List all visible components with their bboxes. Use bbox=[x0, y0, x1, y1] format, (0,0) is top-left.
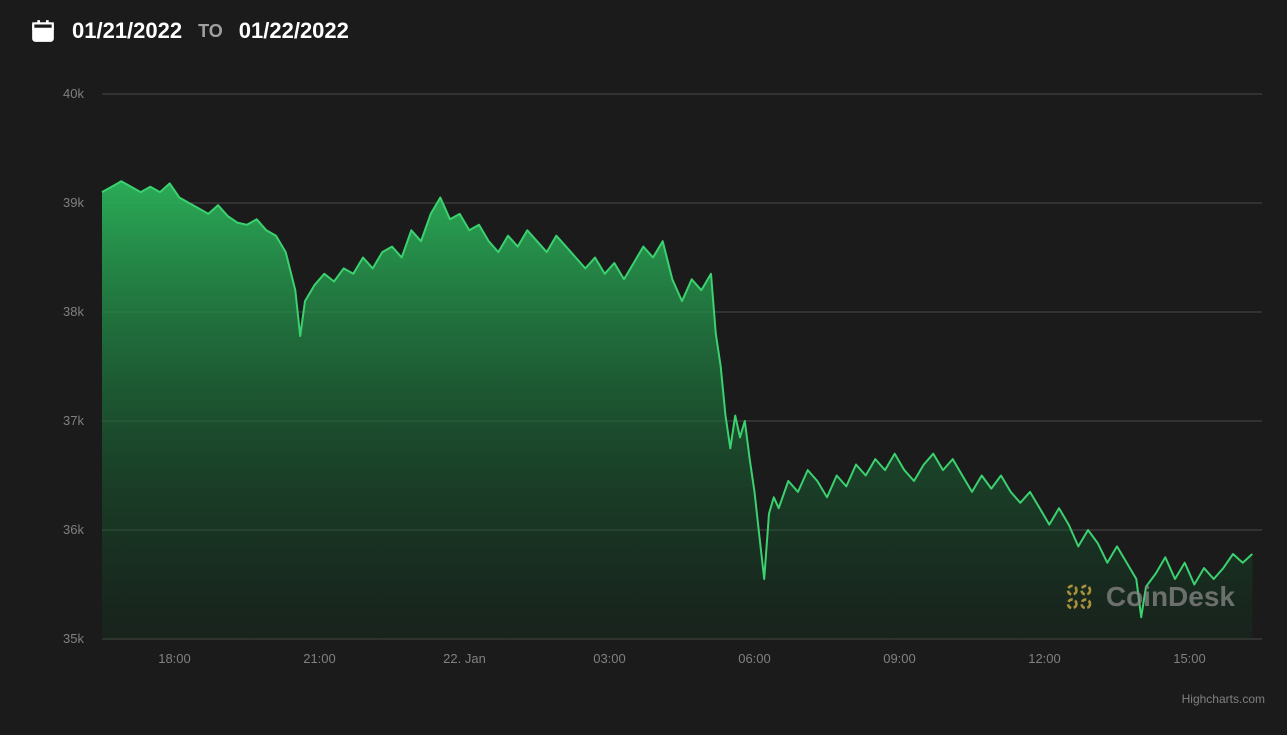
date-start[interactable]: 01/21/2022 bbox=[72, 18, 182, 44]
svg-text:12:00: 12:00 bbox=[1028, 651, 1061, 666]
calendar-icon[interactable] bbox=[30, 18, 56, 44]
price-chart[interactable]: 35k 36k 37k 38k 39k 40k 18:00 21:00 22. Jan 03:00… bbox=[0, 54, 1287, 714]
svg-text:15:00: 15:00 bbox=[1173, 651, 1206, 666]
svg-text:03:00: 03:00 bbox=[593, 651, 626, 666]
svg-text:06:00: 06:00 bbox=[738, 651, 771, 666]
svg-text:40k: 40k bbox=[63, 86, 84, 101]
date-end[interactable]: 01/22/2022 bbox=[239, 18, 349, 44]
svg-text:18:00: 18:00 bbox=[158, 651, 191, 666]
svg-text:35k: 35k bbox=[63, 631, 84, 646]
svg-text:39k: 39k bbox=[63, 195, 84, 210]
svg-text:21:00: 21:00 bbox=[303, 651, 336, 666]
svg-text:36k: 36k bbox=[63, 522, 84, 537]
date-separator: TO bbox=[198, 21, 223, 42]
chart-svg: 35k 36k 37k 38k 39k 40k 18:00 21:00 22. Jan 03:00… bbox=[0, 54, 1287, 714]
chart-credits[interactable]: Highcharts.com bbox=[1182, 692, 1265, 706]
svg-text:38k: 38k bbox=[63, 304, 84, 319]
svg-text:37k: 37k bbox=[63, 413, 84, 428]
date-range-header: 01/21/2022 TO 01/22/2022 bbox=[0, 0, 1287, 54]
svg-text:22. Jan: 22. Jan bbox=[443, 651, 486, 666]
svg-text:09:00: 09:00 bbox=[883, 651, 916, 666]
